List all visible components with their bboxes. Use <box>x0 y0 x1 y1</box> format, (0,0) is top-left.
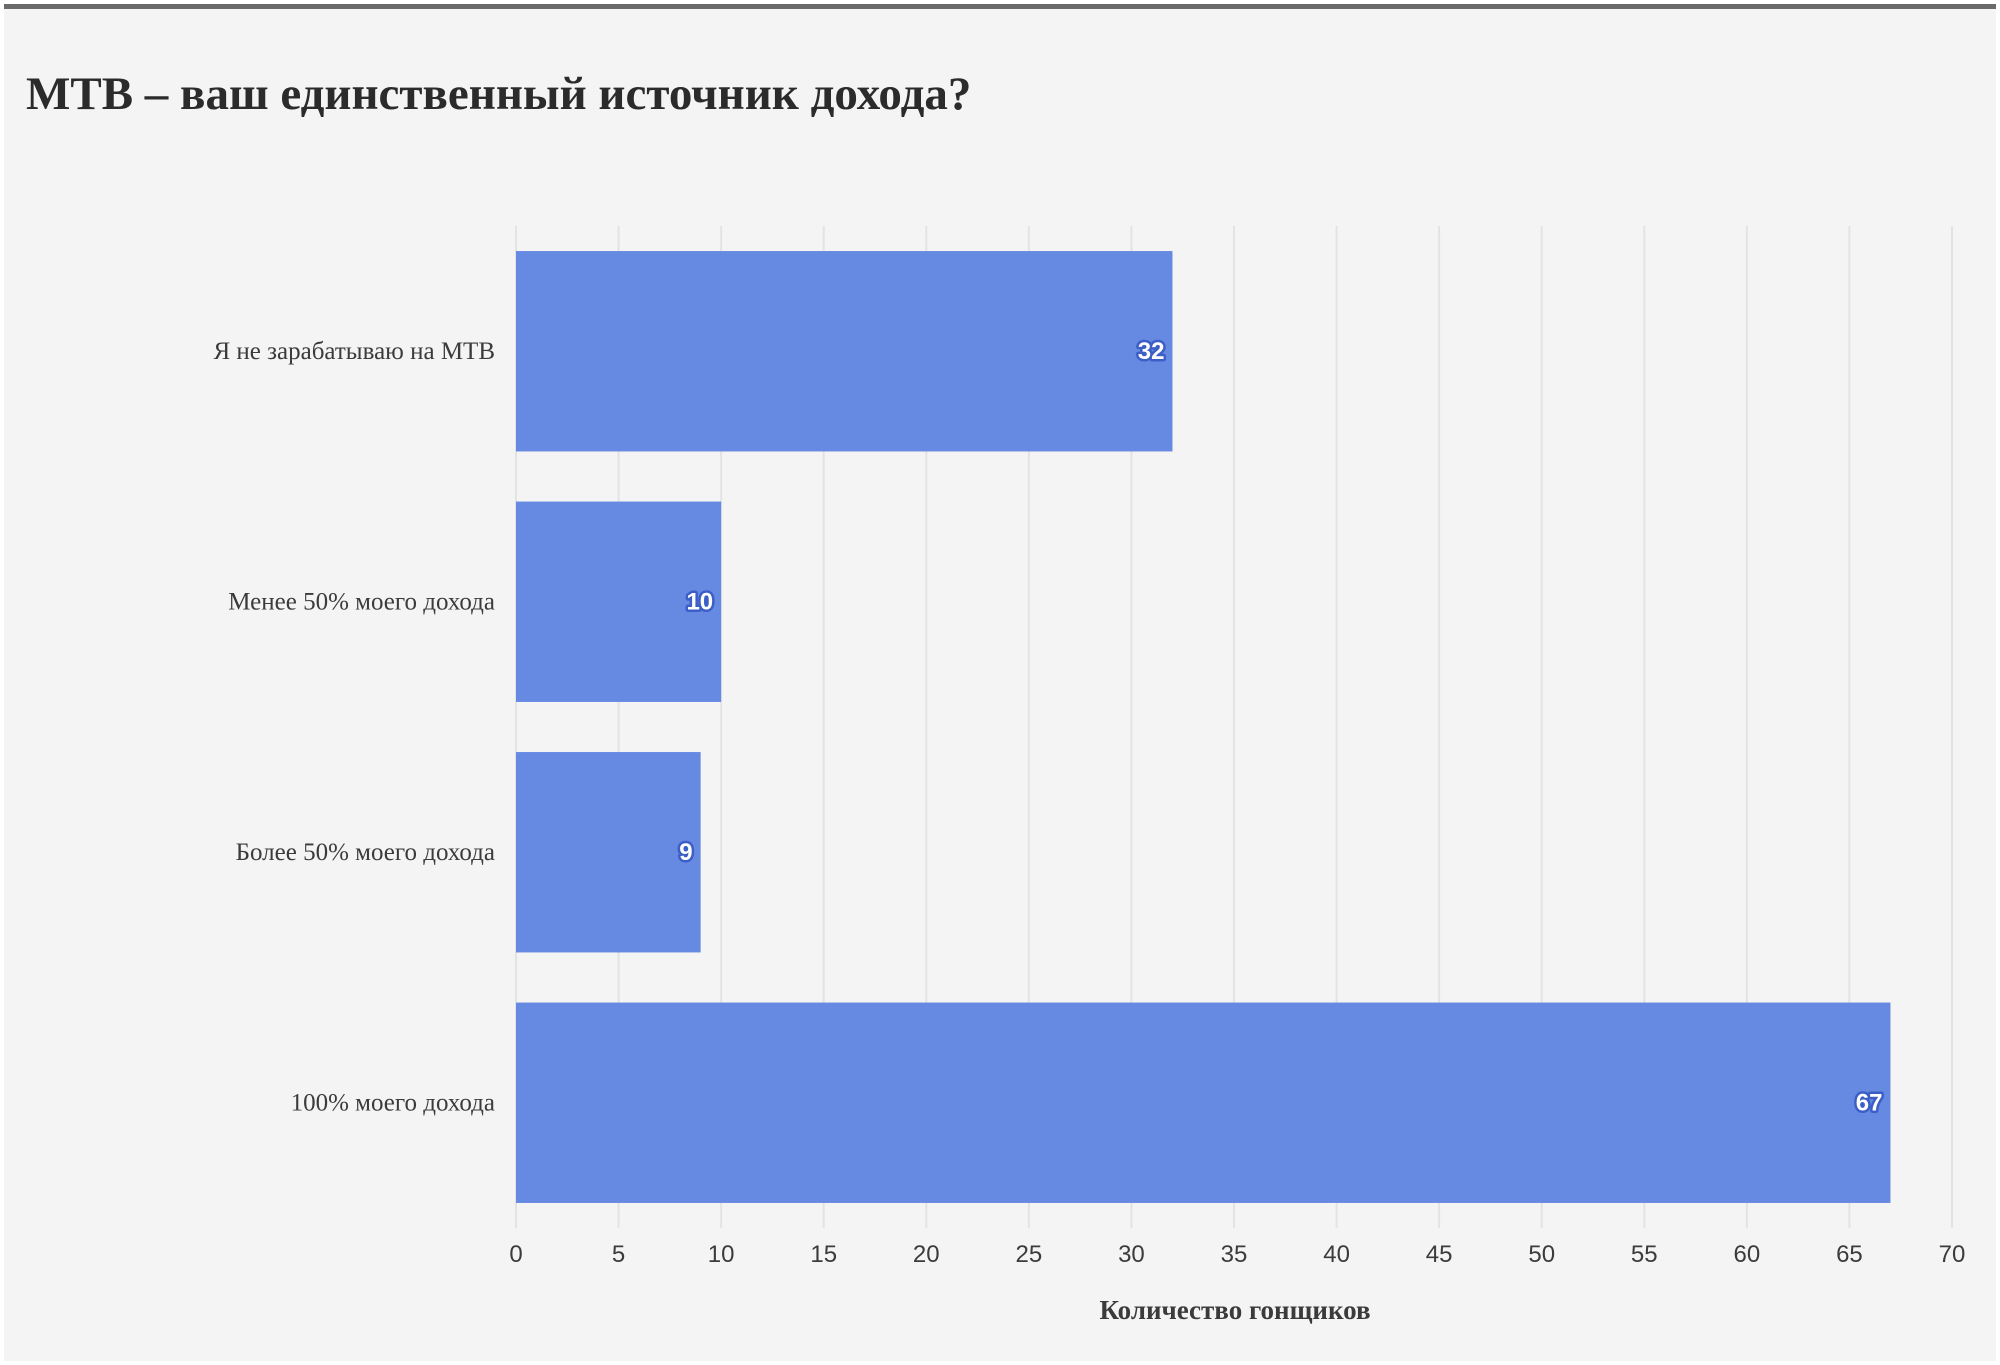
data-label: 32 <box>1138 338 1165 365</box>
bar-1 <box>516 251 1173 452</box>
x-tick-label: 45 <box>1426 1241 1453 1268</box>
x-tick-label: 30 <box>1118 1241 1145 1268</box>
bars <box>516 251 1891 1203</box>
x-tick-label: 70 <box>1939 1241 1966 1268</box>
x-tick-label: 5 <box>612 1241 625 1268</box>
data-label: 10 <box>686 588 713 615</box>
data-labels: 32 10 9 67 <box>677 335 1885 1119</box>
bar-4 <box>516 1002 1891 1203</box>
x-tick-label: 60 <box>1734 1241 1761 1268</box>
x-tick-label: 35 <box>1221 1241 1248 1268</box>
category-label: Более 50% моего дохода <box>236 839 495 866</box>
x-tick-labels: 0 5 10 15 20 25 30 35 40 45 50 55 60 65 70 <box>509 1241 1965 1268</box>
x-tick-label: 55 <box>1631 1241 1658 1268</box>
bar-3 <box>516 752 701 953</box>
x-tick-label: 15 <box>810 1241 837 1268</box>
x-tick-label: 40 <box>1323 1241 1350 1268</box>
x-tick-label: 10 <box>708 1241 735 1268</box>
bar-2 <box>516 501 722 702</box>
category-label: 100% моего дохода <box>291 1089 495 1116</box>
data-label: 9 <box>679 839 692 866</box>
x-tick-label: 0 <box>509 1241 522 1268</box>
x-tick-label: 20 <box>913 1241 940 1268</box>
x-tick-label: 65 <box>1836 1241 1863 1268</box>
data-label: 67 <box>1856 1089 1883 1116</box>
chart-title: MTB – ваш единственный источник дохода? <box>26 68 972 120</box>
x-tick-label: 25 <box>1016 1241 1043 1268</box>
x-axis-title: Количество гонщиков <box>1099 1295 1370 1325</box>
category-label: Менее 50% моего дохода <box>228 588 495 615</box>
category-labels: Я не зарабатываю на MTB Менее 50% моего д… <box>213 338 495 1117</box>
x-tick-label: 50 <box>1528 1241 1555 1268</box>
category-label: Я не зарабатываю на MTB <box>213 338 495 365</box>
